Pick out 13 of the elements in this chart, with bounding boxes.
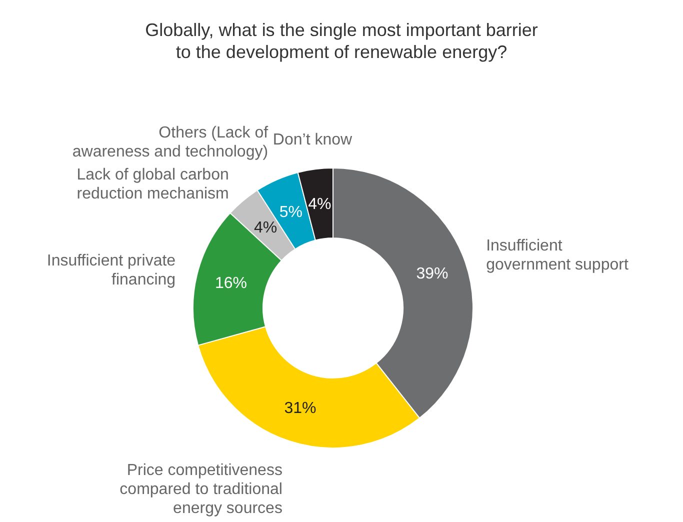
data-label: 31% — [284, 400, 316, 417]
slice-label: Price competitiveness compared to traditional energy sources — [120, 462, 282, 517]
data-label: 16% — [214, 275, 247, 292]
slice-label: Others (Lack of awareness and technology) — [72, 124, 269, 161]
chart-title: Globally, what is the single most important barrier to the development of renewable energy? — [145, 20, 538, 62]
slice-label: Insufficient government support — [486, 238, 629, 274]
slice-label: Don’t know — [272, 131, 353, 148]
data-label: 5% — [279, 204, 302, 221]
data-label: 4% — [254, 220, 278, 237]
slice-label: Insufficient private financing — [46, 252, 176, 288]
data-label: 4% — [308, 196, 332, 213]
data-label: 39% — [416, 266, 448, 283]
slice-label: Lack of global carbon reduction mechanism — [76, 166, 229, 202]
